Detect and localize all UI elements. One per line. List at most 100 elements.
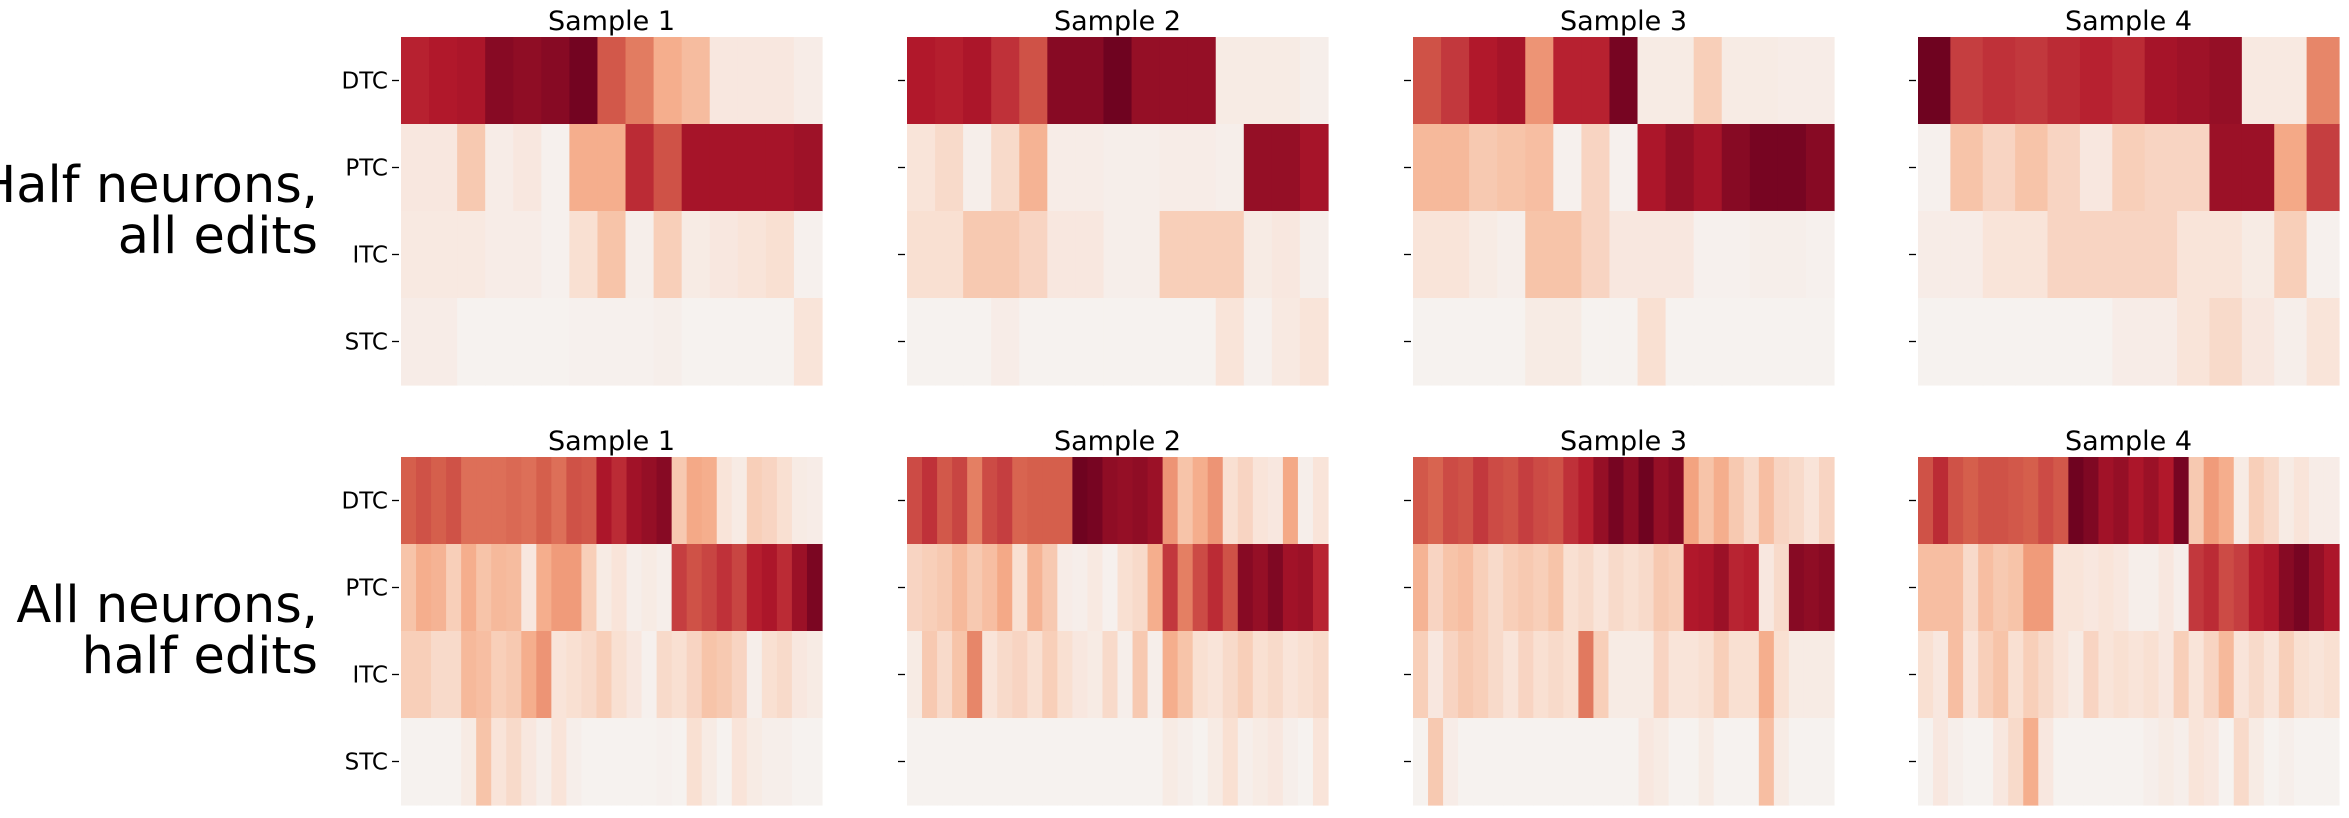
heatmap-cell bbox=[1933, 718, 1949, 806]
heatmap-cell bbox=[1042, 718, 1058, 806]
heatmap-cell bbox=[2008, 457, 2024, 545]
heatmap-cell bbox=[1488, 457, 1504, 545]
heatmap-cell bbox=[793, 298, 823, 386]
heatmap-cell bbox=[1608, 457, 1625, 545]
heatmap-cell bbox=[1803, 718, 1820, 806]
heatmap-cell bbox=[776, 457, 793, 545]
heatmap-cell bbox=[1207, 457, 1224, 545]
heatmap-cell bbox=[1473, 631, 1489, 719]
heatmap-cell bbox=[1665, 37, 1695, 125]
heatmap-cell bbox=[1548, 544, 1564, 632]
heatmap-panel: Sample 3 bbox=[1404, 6, 1835, 386]
heatmap-cell bbox=[1948, 718, 1964, 806]
heatmap-cell bbox=[2079, 124, 2113, 212]
heatmap-cell bbox=[541, 124, 570, 212]
heatmap-cell bbox=[686, 718, 703, 806]
heatmap-cell bbox=[2241, 37, 2275, 125]
heatmap-cell bbox=[1525, 211, 1554, 299]
heatmap-cell bbox=[611, 457, 628, 545]
heatmap-cell bbox=[731, 457, 748, 545]
heatmap-cell bbox=[2083, 718, 2100, 806]
heatmap-cell bbox=[1918, 631, 1934, 719]
heatmap-cell bbox=[1553, 37, 1582, 125]
heatmap-cell bbox=[1215, 211, 1245, 299]
heatmap-cell bbox=[2015, 211, 2049, 299]
heatmap-cell bbox=[2158, 457, 2175, 545]
heatmap-cell bbox=[1777, 37, 1807, 125]
heatmap-cell bbox=[1518, 631, 1534, 719]
heatmap-cell bbox=[1297, 631, 1314, 719]
heatmap-cell bbox=[963, 124, 992, 212]
heatmap-cell bbox=[1693, 37, 1723, 125]
heatmap-cell bbox=[1047, 211, 1076, 299]
heatmap-cell bbox=[1533, 457, 1549, 545]
heatmap-cell bbox=[2143, 718, 2160, 806]
heatmap-cell bbox=[653, 298, 683, 386]
heatmap-cell bbox=[1788, 544, 1805, 632]
heatmap-cell bbox=[1187, 298, 1217, 386]
heatmap-cell bbox=[982, 457, 998, 545]
heatmap-cell bbox=[1271, 211, 1301, 299]
heatmap-cell bbox=[806, 457, 823, 545]
heatmap-cell bbox=[2098, 457, 2115, 545]
heatmap-cell bbox=[1665, 124, 1695, 212]
row-group-title: half edits bbox=[82, 627, 318, 686]
heatmap-cell bbox=[1665, 298, 1695, 386]
heatmap-cell bbox=[1443, 544, 1459, 632]
heatmap-cell bbox=[536, 544, 552, 632]
heatmap-cell bbox=[1027, 544, 1043, 632]
heatmap-cell bbox=[1758, 457, 1775, 545]
heatmap-cell bbox=[1413, 457, 1429, 545]
heatmap-cell bbox=[746, 457, 763, 545]
heatmap-cell bbox=[2112, 124, 2146, 212]
heatmap-cell bbox=[1443, 718, 1459, 806]
heatmap-cell bbox=[1653, 718, 1670, 806]
heatmap-cell bbox=[625, 124, 655, 212]
heatmap-cell bbox=[1693, 211, 1723, 299]
heatmap-cell bbox=[506, 457, 522, 545]
heatmap-cell bbox=[446, 718, 462, 806]
heatmap-cell bbox=[2306, 37, 2340, 125]
heatmap-cell bbox=[1978, 457, 1994, 545]
heatmap-cell bbox=[1297, 457, 1314, 545]
heatmap-cell bbox=[1488, 718, 1504, 806]
heatmap-cell bbox=[1252, 718, 1269, 806]
heatmap-cell bbox=[656, 631, 673, 719]
heatmap-cell bbox=[1581, 298, 1611, 386]
heatmap-cell bbox=[686, 631, 703, 719]
heatmap-cell bbox=[709, 298, 739, 386]
heatmap-cell bbox=[1805, 37, 1835, 125]
heatmap-cell bbox=[2053, 718, 2069, 806]
heatmap-cell bbox=[1162, 544, 1179, 632]
heatmap-cell bbox=[1297, 544, 1314, 632]
heatmap-cell bbox=[2293, 457, 2310, 545]
heatmap-cell bbox=[2188, 457, 2205, 545]
heatmap-cell bbox=[457, 124, 486, 212]
heatmap-cell bbox=[1563, 457, 1579, 545]
heatmap-cell bbox=[1683, 457, 1700, 545]
heatmap-cell bbox=[1469, 211, 1498, 299]
heatmap-cell bbox=[2233, 718, 2250, 806]
heatmap-cell bbox=[476, 718, 492, 806]
heatmap-cell bbox=[1162, 718, 1179, 806]
heatmap-cell bbox=[991, 124, 1020, 212]
heatmap-cell bbox=[541, 298, 570, 386]
panel-title: Sample 2 bbox=[1054, 6, 1181, 37]
heatmap-cell bbox=[1963, 544, 1979, 632]
heatmap-cell bbox=[1413, 298, 1442, 386]
heatmap-cell bbox=[963, 298, 992, 386]
heatmap-cell bbox=[626, 631, 643, 719]
heatmap-cell bbox=[2038, 457, 2054, 545]
heatmap-cell bbox=[461, 544, 477, 632]
heatmap-cell bbox=[506, 544, 522, 632]
heatmap-cell bbox=[1638, 718, 1655, 806]
heatmap-cell bbox=[1162, 457, 1179, 545]
panel-title: Sample 3 bbox=[1560, 6, 1687, 37]
heatmap-cell bbox=[1102, 718, 1119, 806]
heatmap-cell bbox=[2023, 718, 2039, 806]
heatmap-cell bbox=[2218, 631, 2235, 719]
panel-title: Sample 3 bbox=[1560, 426, 1687, 457]
heatmap-cell bbox=[1553, 298, 1582, 386]
heatmap-cell bbox=[1131, 124, 1161, 212]
heatmap-cell bbox=[653, 211, 683, 299]
